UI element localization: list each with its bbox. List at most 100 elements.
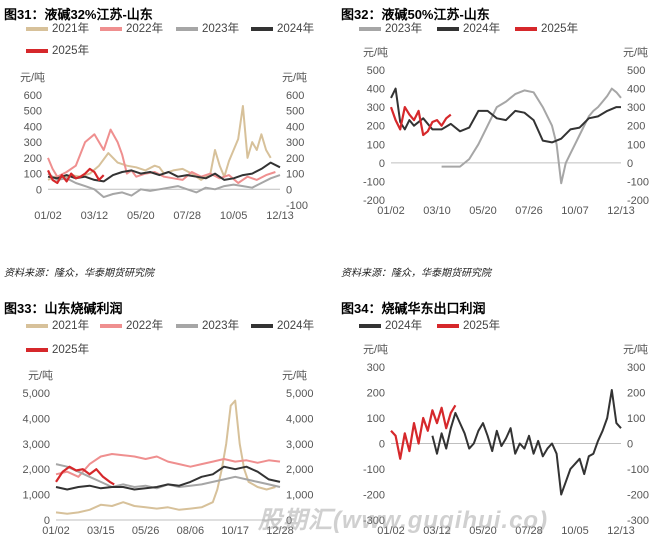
y-tick-label-right: 400 (286, 121, 304, 133)
y-tick-label-right: -200 (627, 195, 649, 207)
series-line-2025 (55, 465, 115, 486)
legend-item-2021: 2021年 (26, 317, 89, 333)
x-tick-label: 08/06 (177, 525, 205, 537)
series-line-2025 (47, 167, 105, 185)
legend-item-2025: 2025年 (437, 317, 500, 333)
y-tick-label-left: 300 (24, 137, 42, 149)
y-tick-label-left: 600 (24, 90, 42, 102)
x-tick-label: 03/12 (81, 210, 109, 222)
x-tick-label: 12/13 (266, 210, 294, 222)
y-axis-unit-right: 元/吨 (282, 369, 307, 382)
x-tick-label: 01/02 (377, 205, 405, 217)
y-tick-label-left: 300 (367, 362, 385, 374)
chart-panel-32: 图32：液碱50%江苏-山东 2023年 2024年 2025年 元/吨 元/吨 -… (337, 0, 659, 280)
legend-item-2024: 2024年 (251, 317, 314, 333)
legend-item-2023: 2023年 (176, 317, 239, 333)
y-tick-label-left: 400 (24, 121, 42, 133)
series-line-2022 (55, 453, 281, 478)
x-tick-label: 01/02 (42, 525, 70, 537)
series-line-2021 (47, 105, 272, 181)
y-tick-label-left: 3,000 (22, 439, 50, 451)
y-axis-unit-right: 元/吨 (623, 46, 648, 59)
x-tick-label: 10/05 (561, 525, 589, 537)
x-tick-label: 05/20 (469, 205, 497, 217)
y-tick-label-right: 300 (627, 362, 645, 374)
x-tick-label: 12/13 (607, 205, 635, 217)
y-axis-unit-left: 元/吨 (28, 369, 53, 382)
legend-item-2023: 2023年 (359, 20, 422, 36)
y-tick-label-left: 400 (367, 84, 385, 96)
legend-item-2022: 2022年 (100, 317, 163, 333)
y-axis-unit-left: 元/吨 (20, 71, 45, 84)
y-tick-label-left: 0 (44, 515, 50, 527)
x-tick-label: 05/26 (132, 525, 160, 537)
x-tick-label: 07/26 (515, 205, 543, 217)
series-line-2025 (389, 105, 452, 137)
y-tick-label-left: 4,000 (22, 413, 50, 425)
y-tick-label-right: 200 (286, 153, 304, 165)
y-tick-label-right: -100 (627, 464, 649, 476)
y-tick-label-right: -300 (627, 515, 649, 527)
y-tick-label-left: 300 (367, 102, 385, 114)
y-tick-label-left: -300 (363, 515, 385, 527)
y-axis-unit-left: 元/吨 (363, 46, 388, 59)
chart-plot: 元/吨 元/吨 -100 0 0 100 100 200 200 300 300 400 400 500 5… (20, 71, 308, 222)
y-axis-unit-right: 元/吨 (623, 343, 648, 356)
x-tick-label: 01/02 (34, 210, 62, 222)
y-tick-label-left: 0 (379, 158, 385, 170)
y-tick-label-right: -100 (627, 176, 649, 188)
y-tick-label-right: 300 (286, 137, 304, 149)
y-tick-label-right: 400 (627, 84, 645, 96)
x-tick-label: 07/28 (173, 210, 201, 222)
x-tick-label: 10/17 (221, 525, 249, 537)
y-tick-label-right: 0 (286, 184, 292, 196)
chart-plot: 元/吨 元/吨 0 0 1,000 1,000 2,000 2,000 3,000 3,000 4,… (22, 369, 314, 537)
chart-title: 图32：液碱50%江苏-山东 (341, 7, 490, 22)
legend-item-2021: 2021年 (26, 20, 89, 36)
y-tick-label-right: 5,000 (286, 388, 314, 400)
x-tick-label: 10/05 (220, 210, 248, 222)
y-tick-label-left: -200 (363, 195, 385, 207)
y-tick-label-right: 0 (627, 439, 633, 451)
chart-source: 资料来源：隆众，华泰期货研究院 (341, 268, 491, 279)
y-tick-label-right: -200 (627, 490, 649, 502)
x-tick-label: 07/28 (515, 525, 543, 537)
chart-title: 图34：烧碱华东出口利润 (341, 301, 486, 316)
chart-source: 资料来源：隆众，华泰期货研究院 (4, 268, 154, 279)
y-tick-label-right: 1,000 (286, 490, 314, 502)
legend-item-2023: 2023年 (176, 20, 239, 36)
x-tick-label: 03/12 (423, 525, 451, 537)
y-tick-label-right: 0 (627, 158, 633, 170)
legend-item-2024: 2024年 (251, 20, 314, 36)
y-tick-label-left: 1,000 (22, 490, 50, 502)
legend-item-2024: 2024年 (359, 317, 422, 333)
chart-plot: 元/吨 元/吨 -200 -200 -100 -100 0 0 100 100 200 200 300 3… (363, 46, 649, 217)
y-tick-label-left: 5,000 (22, 388, 50, 400)
series-line-2023 (47, 172, 281, 199)
chart-panel-33: 图33：山东烧碱利润 2021年 2022年 2023年 2024年 2025年… (0, 294, 329, 547)
watermark-text: 股期汇(www.guqihui.co) (258, 507, 549, 534)
y-axis-unit-right: 元/吨 (282, 71, 307, 84)
x-tick-label: 03/15 (87, 525, 115, 537)
y-tick-label-left: 0 (36, 184, 42, 196)
series-line-2024 (55, 465, 281, 491)
y-tick-label-right: 100 (286, 169, 304, 181)
y-tick-label-left: -100 (363, 464, 385, 476)
series-line-2024 (390, 87, 621, 144)
y-tick-label-right: 500 (286, 106, 304, 118)
series-line-2024 (431, 389, 622, 496)
y-tick-label-left: 200 (24, 153, 42, 165)
y-tick-label-left: -200 (363, 490, 385, 502)
legend-item-2022: 2022年 (100, 20, 163, 36)
series-line-2023 (441, 87, 622, 185)
y-tick-label-right: 4,000 (286, 413, 314, 425)
y-tick-label-right: 0 (286, 515, 292, 527)
y-tick-label-left: 500 (367, 65, 385, 77)
series-line-2024 (47, 161, 281, 183)
x-tick-label: 10/07 (561, 205, 589, 217)
y-tick-label-left: 200 (367, 121, 385, 133)
x-tick-label: 03/10 (423, 205, 451, 217)
y-tick-label-left: 0 (379, 439, 385, 451)
y-tick-label-right: 100 (627, 139, 645, 151)
y-tick-label-left: 500 (24, 106, 42, 118)
